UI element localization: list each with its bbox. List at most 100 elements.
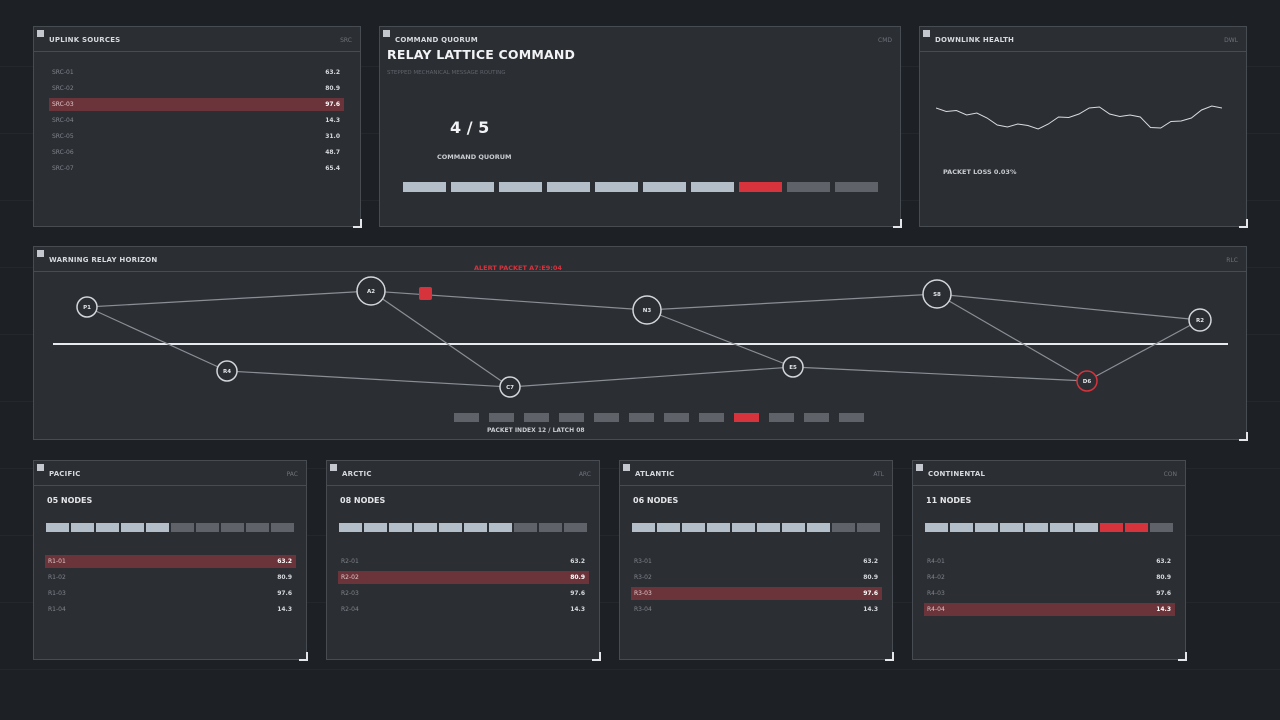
relay-node-s8[interactable]: S8 xyxy=(922,279,952,309)
region-con-segment-on xyxy=(925,523,948,532)
list-item[interactable]: SRC-06 48.7 xyxy=(49,146,344,159)
link-P1-A2 xyxy=(86,290,372,308)
list-item[interactable]: SRC-05 31.0 xyxy=(49,130,344,143)
list-item-value: 97.6 xyxy=(1156,590,1171,597)
list-item[interactable]: R2-03 97.6 xyxy=(338,587,589,600)
link-A2-N3 xyxy=(370,290,648,311)
panel-code: RLC xyxy=(1226,257,1238,264)
region-panel-arctic: ARCTIC ARC 08 NODES R2-01 63.2 R2-02 80.9 R2-03… xyxy=(326,460,601,661)
panel-corner-bracket xyxy=(885,652,894,661)
list-item[interactable]: R2-04 14.3 xyxy=(338,603,589,616)
region-arc-segment-on xyxy=(464,523,487,532)
panel-title: DOWNLINK HEALTH xyxy=(935,36,1015,44)
list-item[interactable]: SRC-03 97.6 xyxy=(49,98,344,111)
link-N3-E5 xyxy=(646,309,794,368)
region-con-segment-on xyxy=(1000,523,1023,532)
relay-node-p1[interactable]: P1 xyxy=(76,296,98,318)
panel-corner-bracket xyxy=(1239,219,1248,228)
panel-title: UPLINK SOURCES xyxy=(49,36,121,44)
list-item[interactable]: SRC-02 80.9 xyxy=(49,82,344,95)
relay-node-r4[interactable]: R4 xyxy=(216,360,238,382)
quorum-segment-on xyxy=(547,182,590,192)
region-pac-segment-on xyxy=(121,523,144,532)
panel-corner-marker xyxy=(916,464,923,471)
list-item[interactable]: R3-04 14.3 xyxy=(631,603,882,616)
list-item[interactable]: R4-04 14.3 xyxy=(924,603,1175,616)
packet-segment-off xyxy=(629,413,654,422)
relay-node-n3[interactable]: N3 xyxy=(632,295,662,325)
region-atl-segment-on xyxy=(807,523,830,532)
region-atl-segment-on xyxy=(782,523,805,532)
packet-segment-off xyxy=(804,413,829,422)
panel-header: DOWNLINK HEALTH DWL xyxy=(920,27,1246,52)
list-item-value: 63.2 xyxy=(863,558,878,565)
list-item[interactable]: SRC-01 63.2 xyxy=(49,66,344,79)
link-N3-S8 xyxy=(646,293,938,311)
link-S8-R2 xyxy=(936,293,1201,321)
region-arc-segment-on xyxy=(414,523,437,532)
panel-code: CMD xyxy=(878,37,892,44)
region-con-segment-on xyxy=(1050,523,1073,532)
list-item-value: 80.9 xyxy=(277,574,292,581)
panel-corner-bracket xyxy=(353,219,362,228)
link-S8-D6 xyxy=(936,293,1088,382)
region-con-segment-on xyxy=(950,523,973,532)
region-atl-segment-on xyxy=(757,523,780,532)
relay-node-label: D6 xyxy=(1083,379,1092,385)
list-item[interactable]: R4-01 63.2 xyxy=(924,555,1175,568)
list-item[interactable]: R3-03 97.6 xyxy=(631,587,882,600)
quorum-segment-on xyxy=(691,182,734,192)
list-item[interactable]: R1-03 97.6 xyxy=(45,587,296,600)
relay-node-a2[interactable]: A2 xyxy=(356,276,386,306)
relay-node-r2[interactable]: R2 xyxy=(1188,308,1212,332)
list-item[interactable]: SRC-04 14.3 xyxy=(49,114,344,127)
list-item[interactable]: R3-01 63.2 xyxy=(631,555,882,568)
panel-corner-bracket xyxy=(299,652,308,661)
downlink-trace-line xyxy=(936,105,1222,130)
relay-network-graph: P1 A2 R4 C7 N3 E5 S8 D6 R2 xyxy=(53,276,1228,398)
relay-node-c7[interactable]: C7 xyxy=(499,376,521,398)
list-item-value: 63.2 xyxy=(277,558,292,565)
list-item[interactable]: R1-04 14.3 xyxy=(45,603,296,616)
list-item-label: R3-03 xyxy=(634,590,652,597)
alert-packet-marker xyxy=(419,287,432,300)
quorum-segment-off xyxy=(787,182,830,192)
packet-segment-off xyxy=(664,413,689,422)
list-item-label: R1-04 xyxy=(48,606,66,613)
list-item-label: R4-01 xyxy=(927,558,945,565)
relay-node-label: R2 xyxy=(1196,318,1204,324)
region-arc-segment-off xyxy=(564,523,587,532)
panel-code: DWL xyxy=(1224,37,1238,44)
list-item[interactable]: R3-02 80.9 xyxy=(631,571,882,584)
list-item[interactable]: R2-02 80.9 xyxy=(338,571,589,584)
list-item-value: 63.2 xyxy=(570,558,585,565)
panel-title: WARNING RELAY HORIZON xyxy=(49,256,158,264)
packet-segment-off xyxy=(489,413,514,422)
downlink-health-panel: DOWNLINK HEALTH DWL PACKET LOSS 0.03% xyxy=(919,26,1248,228)
list-item-label: R1-03 xyxy=(48,590,66,597)
panel-title: CONTINENTAL xyxy=(928,470,986,478)
quorum-ratio-label: COMMAND QUORUM xyxy=(437,153,512,161)
list-item[interactable]: R2-01 63.2 xyxy=(338,555,589,568)
node-count: 05 NODES xyxy=(47,496,93,505)
panel-code: ARC xyxy=(578,471,591,478)
region-atl-segment-on xyxy=(707,523,730,532)
region-arc-segment-on xyxy=(439,523,462,532)
list-item[interactable]: SRC-07 65.4 xyxy=(49,162,344,175)
relay-node-e5[interactable]: E5 xyxy=(782,356,804,378)
list-item[interactable]: R4-03 97.6 xyxy=(924,587,1175,600)
list-item-label: R3-02 xyxy=(634,574,652,581)
region-con-segment-on xyxy=(1025,523,1048,532)
list-item[interactable]: R1-02 80.9 xyxy=(45,571,296,584)
packet-segment-off xyxy=(594,413,619,422)
list-item[interactable]: R1-01 63.2 xyxy=(45,555,296,568)
list-item-value: 97.6 xyxy=(863,590,878,597)
list-item-value: 65.4 xyxy=(325,165,340,172)
relay-node-d6[interactable]: D6 xyxy=(1076,370,1098,392)
list-item[interactable]: R4-02 80.9 xyxy=(924,571,1175,584)
region-con-segment-off xyxy=(1150,523,1173,532)
region-panel-atlantic: ATLANTIC ATL 06 NODES R3-01 63.2 R3-02 80.9 R3-… xyxy=(619,460,894,661)
panel-code: PAC xyxy=(286,471,298,478)
panel-header: ARCTIC ARC xyxy=(327,461,599,486)
region-atl-segment-off xyxy=(857,523,880,532)
